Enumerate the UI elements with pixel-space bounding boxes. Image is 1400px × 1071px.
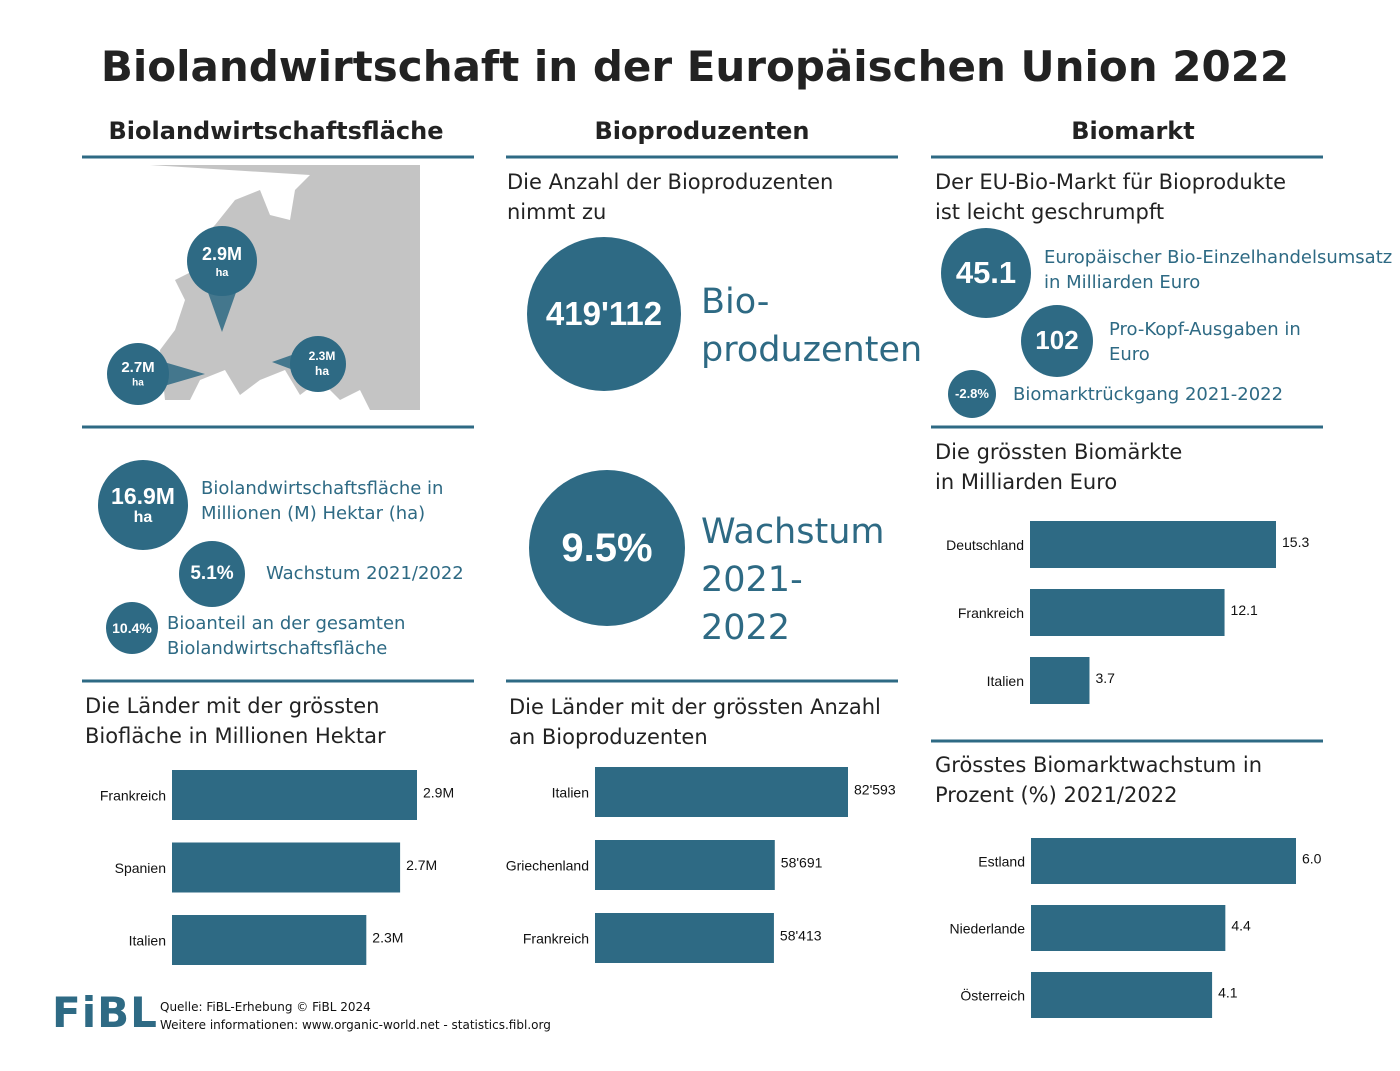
stat-circle: 9.5% xyxy=(529,470,685,626)
value-label: 2.9M xyxy=(423,785,454,801)
value-label: 2.7M xyxy=(406,857,437,873)
marker-unit: ha xyxy=(315,364,329,378)
stat-circle: 102 xyxy=(1021,305,1093,377)
marker xyxy=(290,336,346,392)
column-heading: Bioproduzenten xyxy=(594,117,810,145)
value-label: 3.7 xyxy=(1095,670,1115,686)
stat-label: Biolandwirtschaftsfläche in Millionen (M… xyxy=(201,478,444,524)
bar xyxy=(172,842,401,893)
bar xyxy=(595,767,848,817)
category-label: Frankreich xyxy=(100,788,166,804)
marker-unit: ha xyxy=(132,378,144,389)
source: Quelle: FiBL-Erhebung © FiBL 2024 xyxy=(160,1000,371,1014)
stat-label: Bio-produzenten xyxy=(701,282,923,370)
stat-label: Bioanteil an der gesamten Biolandwirtsch… xyxy=(167,613,406,659)
stat-circle: 419'112 xyxy=(527,237,681,391)
stat-value: 102 xyxy=(1035,325,1079,356)
marker-value: 2.9M xyxy=(202,244,242,264)
dividers xyxy=(82,155,1323,743)
bar xyxy=(1030,589,1225,636)
stat-circle: 16.9M ha xyxy=(98,460,188,550)
marker-value: 2.3M xyxy=(309,349,336,363)
bar xyxy=(1030,521,1276,568)
category-label: Griechenland xyxy=(506,858,589,874)
section-heading: Die Anzahl der Bioproduzenten nimmt zu xyxy=(507,170,834,224)
stat-value: -2.8% xyxy=(955,385,989,401)
chart-title: Die Länder mit der grössten Anzahl an Bi… xyxy=(509,695,881,749)
value-label: 2.3M xyxy=(372,930,403,946)
chart-title: Die Länder mit der grössten Biofläche in… xyxy=(85,694,386,748)
bar xyxy=(172,915,367,965)
value-label: 82'593 xyxy=(854,782,896,798)
bar xyxy=(595,840,775,890)
bar xyxy=(1031,905,1226,951)
value-label: 58'413 xyxy=(780,928,822,944)
category-label: Deutschland xyxy=(946,537,1024,553)
stat-circle: -2.8% xyxy=(948,370,996,418)
stat-value: 419'112 xyxy=(545,295,663,333)
category-label: Italien xyxy=(987,673,1024,689)
more-info: Weitere informationen: www.organic-world… xyxy=(160,1018,551,1032)
category-label: Estland xyxy=(978,854,1025,870)
value-label: 58'691 xyxy=(781,855,823,871)
stat-value: 10.4% xyxy=(112,619,152,636)
category-label: Spanien xyxy=(115,860,166,876)
value-label: 15.3 xyxy=(1282,534,1309,550)
stat-circle: 45.1 xyxy=(941,228,1031,318)
stat-circle: 5.1% xyxy=(179,541,245,607)
bar xyxy=(172,770,417,820)
marker-unit: ha xyxy=(216,267,230,279)
page-title: Biolandwirtschaft in der Europäischen Un… xyxy=(100,42,1290,91)
category-label: Österreich xyxy=(960,987,1025,1004)
marker xyxy=(187,226,257,296)
marker xyxy=(107,343,169,405)
value-label: 4.1 xyxy=(1218,985,1238,1001)
stat-value: 16.9M xyxy=(111,482,175,509)
stat-unit: ha xyxy=(133,509,153,527)
stat-label: Pro-Kopf-Ausgaben in Euro xyxy=(1109,319,1301,365)
value-label: 6.0 xyxy=(1302,851,1322,867)
stat-circle: 10.4% xyxy=(106,602,158,654)
chart-title: Grösstes Biomarktwachstum in Prozent (%)… xyxy=(935,753,1263,807)
stat-label: Wachstum 2021/2022 xyxy=(266,563,464,584)
value-label: 4.4 xyxy=(1231,918,1251,934)
map-land xyxy=(150,165,420,410)
stat-value: 45.1 xyxy=(955,255,1017,291)
category-label: Frankreich xyxy=(523,931,589,947)
bar xyxy=(595,913,774,963)
category-label: Niederlande xyxy=(950,921,1026,937)
bar xyxy=(1031,838,1296,884)
stat-value: 9.5% xyxy=(561,526,653,570)
stat-label: Europäischer Bio-Einzelhandelsumsatz in … xyxy=(1044,247,1393,293)
value-label: 12.1 xyxy=(1231,602,1258,618)
column-heading: Biomarkt xyxy=(1071,117,1195,145)
map-markers: 2.9M ha 2.7M ha 2.3M ha xyxy=(107,226,346,405)
stat-label: Wachstum 2021-2022 xyxy=(701,512,885,648)
logo: FiBL xyxy=(52,988,158,1037)
bar xyxy=(1031,972,1213,1018)
chart-title: Die grössten Biomärkte in Milliarden Eur… xyxy=(935,440,1183,494)
marker-value: 2.7M xyxy=(121,359,154,376)
stat-label: Biomarktrückgang 2021-2022 xyxy=(1013,384,1284,405)
bar xyxy=(1030,657,1090,704)
category-label: Frankreich xyxy=(958,605,1024,621)
stat-value: 5.1% xyxy=(190,563,234,585)
category-label: Italien xyxy=(552,785,589,801)
column-heading: Biolandwirtschaftsfläche xyxy=(108,117,444,145)
category-label: Italien xyxy=(129,933,166,949)
europe-map xyxy=(150,165,420,410)
section-heading: Der EU-Bio-Markt für Bioprodukte ist lei… xyxy=(935,170,1287,224)
